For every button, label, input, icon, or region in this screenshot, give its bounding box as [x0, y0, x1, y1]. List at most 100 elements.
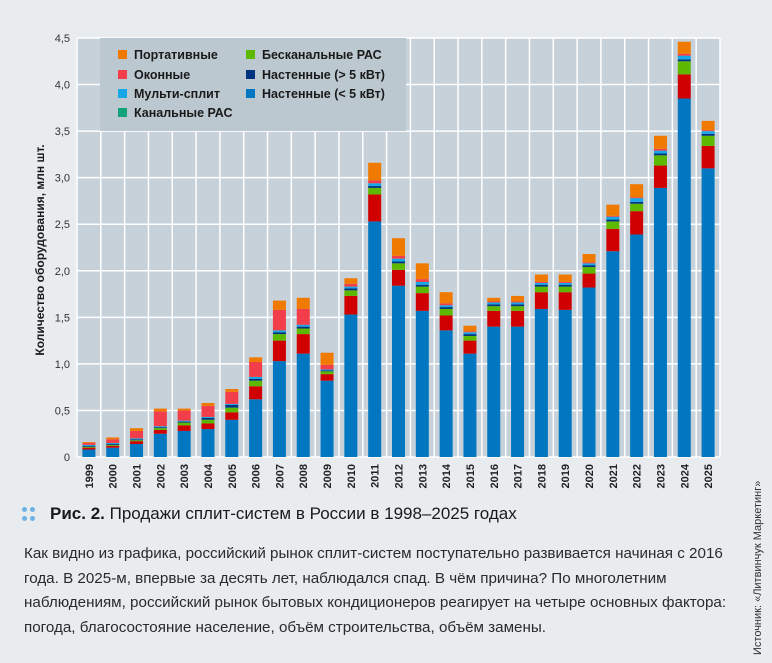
bar-segment	[439, 292, 453, 304]
bar-segment	[153, 411, 167, 427]
bar-segment	[272, 334, 286, 341]
bar-segment	[82, 443, 96, 445]
x-tick-label: 2010	[346, 464, 358, 488]
bar-segment	[701, 168, 715, 457]
bar-segment	[463, 334, 477, 336]
bar-stack-2025	[701, 120, 715, 457]
bar-segment	[344, 295, 358, 315]
bar-segment	[106, 443, 120, 445]
bar-segment	[225, 391, 239, 404]
bar-stack-2009	[320, 352, 334, 457]
bar-segment	[606, 219, 620, 222]
x-tick-label: 2005	[227, 464, 239, 488]
bar-segment	[392, 285, 405, 457]
bar-segment	[201, 402, 215, 406]
bar-segment	[201, 417, 215, 420]
bar-segment	[177, 422, 191, 426]
bar-segment	[653, 165, 667, 188]
legend-label: Канальные РАС	[134, 106, 233, 120]
bar-segment	[653, 155, 667, 166]
x-tick-label: 2004	[203, 463, 215, 488]
bar-stack-2016	[487, 297, 501, 457]
bar-segment	[225, 403, 239, 405]
x-tick-label: 2000	[108, 464, 120, 488]
y-tick-label: 1,0	[55, 359, 70, 371]
bar-segment	[344, 290, 358, 296]
bar-segment	[415, 281, 429, 285]
bar-stack-2015	[463, 325, 477, 457]
legend-label: Портативные	[134, 48, 218, 62]
bar-stack-2014	[439, 292, 453, 457]
bar-segment	[106, 437, 120, 440]
bar-segment	[606, 215, 620, 217]
bar-segment	[344, 278, 358, 284]
bar-stack-2011	[368, 162, 382, 457]
bar-stack-2000	[106, 437, 120, 457]
bar-segment	[701, 133, 715, 136]
bar-segment	[534, 284, 548, 287]
bar-segment	[701, 120, 715, 131]
bar-segment	[82, 445, 96, 447]
bar-segment	[511, 306, 525, 311]
bar-segment	[249, 357, 263, 363]
bar-segment	[296, 334, 310, 354]
bar-segment	[201, 419, 215, 424]
bar-segment	[392, 269, 405, 286]
bar-stack-2023	[653, 135, 667, 458]
bar-segment	[701, 135, 715, 147]
legend-swatch	[118, 108, 127, 117]
bar-segment	[201, 416, 215, 418]
x-tick-label: 2014	[441, 463, 453, 488]
caption-title: Продажи сплит-систем в России в 1998–202…	[104, 504, 517, 523]
bar-segment	[320, 380, 334, 457]
bar-segment	[153, 433, 167, 457]
x-tick-label: 2023	[655, 464, 667, 488]
bar-segment	[249, 386, 263, 400]
bar-segment	[296, 326, 310, 329]
bar-segment	[249, 399, 263, 457]
bar-stack-2022	[630, 184, 644, 457]
bar-segment	[368, 162, 382, 181]
bar-segment	[82, 446, 96, 448]
x-tick-label: 2013	[417, 464, 429, 488]
bar-segment	[177, 408, 191, 411]
bar-segment	[487, 326, 501, 457]
legend-swatch	[246, 70, 255, 79]
bar-segment	[272, 361, 286, 457]
bar-segment	[225, 419, 239, 457]
y-axis-ticks: 0 0,5 1,0 1,5 2,0 2,5 3,0 3,5 4,0 4,5	[55, 33, 70, 464]
bar-segment	[439, 305, 453, 308]
bar-segment	[677, 74, 691, 99]
y-tick-label: 0	[64, 452, 70, 464]
bar-segment	[130, 428, 144, 431]
bar-segment	[177, 430, 191, 457]
bar-segment	[463, 331, 477, 333]
x-tick-label: 2017	[513, 464, 525, 488]
bar-segment	[392, 258, 405, 262]
bar-segment	[630, 211, 644, 235]
y-tick-label: 0,5	[55, 405, 70, 417]
bar-segment	[249, 376, 263, 379]
bar-segment	[534, 286, 548, 293]
x-tick-label: 2024	[679, 463, 691, 488]
bar-segment	[582, 273, 596, 288]
bar-segment	[130, 430, 144, 439]
bar-segment	[439, 308, 453, 316]
bar-segment	[463, 332, 477, 335]
bar-segment	[415, 293, 429, 311]
bar-segment	[392, 261, 405, 264]
legend-label: Оконные	[134, 68, 190, 82]
x-tick-label: 2025	[703, 464, 715, 488]
bar-segment	[439, 307, 453, 309]
bar-segment	[320, 364, 334, 370]
bar-segment	[677, 61, 691, 75]
bar-segment	[439, 303, 453, 306]
figure-caption: Рис. 2. Продажи сплит-систем в России в …	[22, 504, 517, 524]
y-tick-label: 4,0	[55, 80, 70, 92]
bar-segment	[392, 263, 405, 270]
y-tick-label: 1,5	[55, 312, 70, 324]
bar-segment	[463, 340, 477, 354]
x-tick-label: 2022	[632, 464, 644, 488]
bar-segment	[511, 302, 525, 305]
bar-segment	[320, 374, 334, 381]
